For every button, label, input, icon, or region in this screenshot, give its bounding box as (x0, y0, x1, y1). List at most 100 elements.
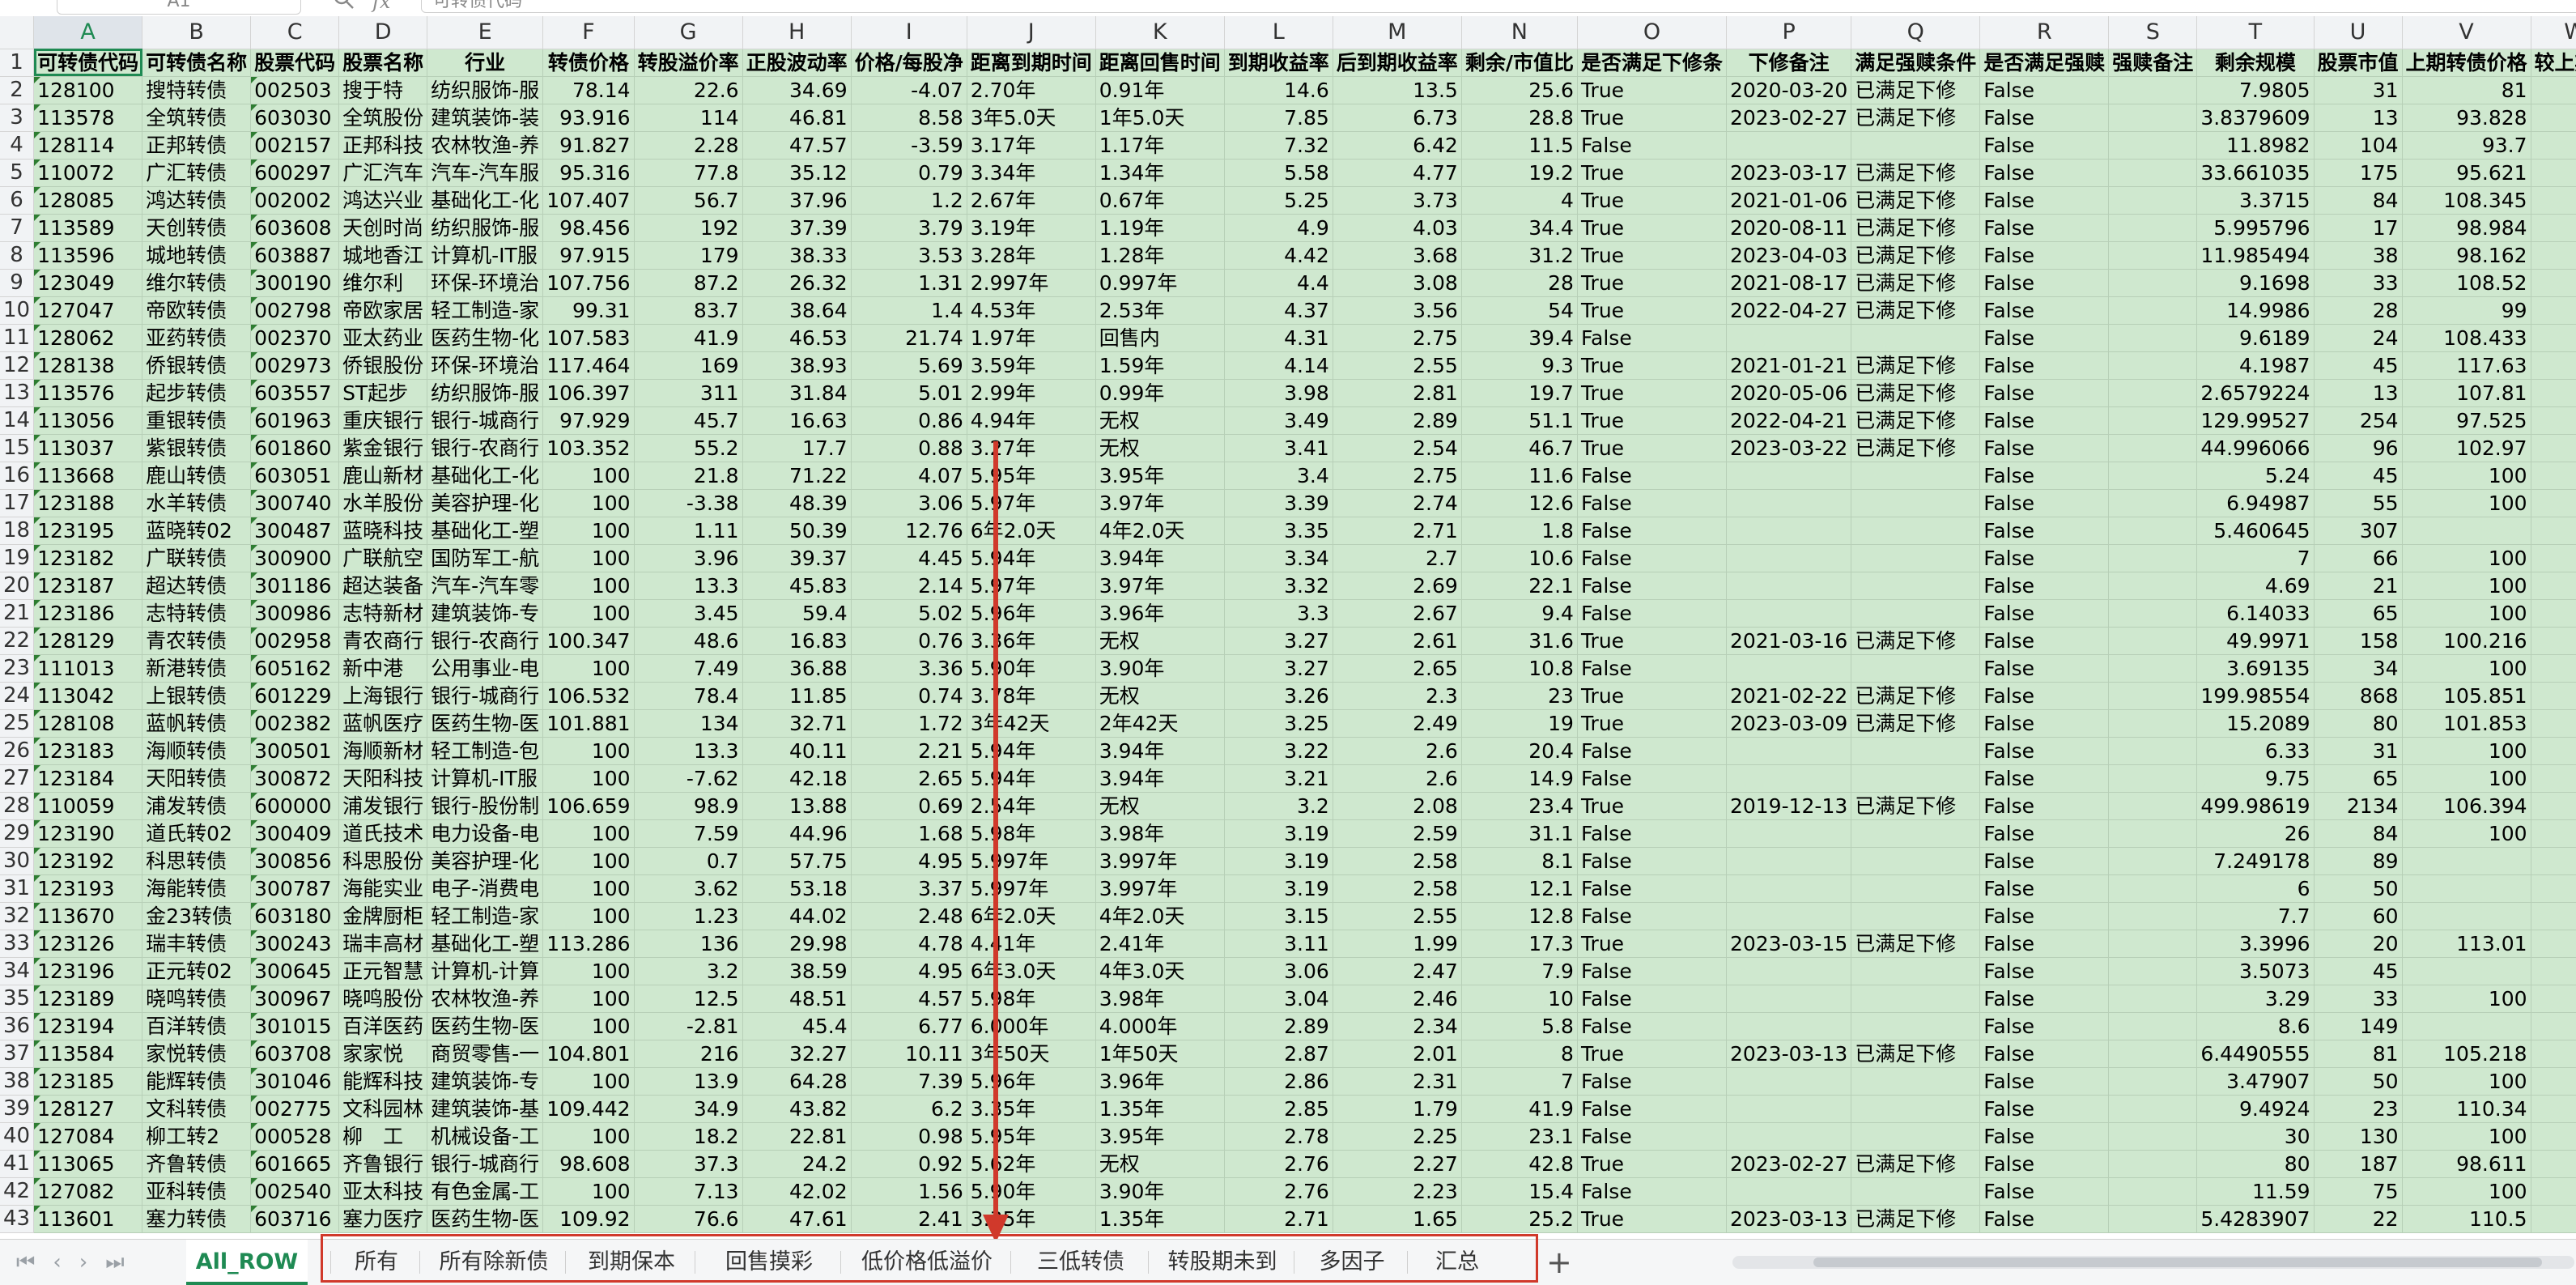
data-cell[interactable]: 002382 (250, 709, 340, 738)
header-cell[interactable]: 剩余规模 (2196, 49, 2315, 77)
data-cell[interactable]: 0.79 (851, 159, 967, 187)
data-cell[interactable]: 农林牧渔-养 (427, 131, 544, 160)
data-cell[interactable]: 3.34 (1224, 544, 1333, 572)
row-header[interactable]: 19 (0, 544, 35, 572)
sheet-tab[interactable]: 回售摸彩 (725, 1249, 813, 1274)
row-header[interactable]: 15 (0, 434, 35, 462)
row-header[interactable]: 21 (0, 599, 35, 628)
row-header[interactable]: 37 (0, 1040, 35, 1068)
data-cell[interactable]: 17.3 (1461, 930, 1578, 958)
data-cell[interactable]: 603708 (250, 1040, 340, 1068)
data-cell[interactable]: 基础化工-塑 (427, 517, 544, 545)
header-cell[interactable]: 股票代码 (250, 49, 340, 77)
data-cell[interactable]: 文科园林 (338, 1095, 428, 1123)
data-cell[interactable]: 31.2 (1461, 241, 1578, 270)
data-cell[interactable]: 603051 (250, 462, 340, 490)
column-header[interactable]: G (634, 16, 743, 49)
data-cell[interactable]: 5.98年 (967, 819, 1096, 848)
data-cell[interactable]: 95.316 (542, 159, 635, 187)
data-cell[interactable]: True (1577, 406, 1727, 435)
data-cell[interactable]: 97.915 (542, 241, 635, 270)
data-cell[interactable]: 10 (1461, 985, 1578, 1013)
data-cell[interactable]: 100 (542, 874, 635, 903)
data-cell[interactable]: True (1577, 104, 1727, 132)
data-cell[interactable]: 公用事业-电 (427, 654, 544, 683)
data-cell[interactable]: 39.4 (1461, 324, 1578, 352)
data-cell[interactable]: 9.4 (1461, 599, 1578, 628)
data-cell[interactable]: 3.4 (1224, 462, 1333, 490)
data-cell[interactable]: 113589 (33, 214, 143, 242)
data-cell[interactable]: 0.99年 (1095, 379, 1225, 407)
data-cell[interactable]: 113037 (33, 434, 143, 462)
data-cell[interactable]: 2019-12-13 (1726, 792, 1852, 820)
data-cell[interactable]: 3.95年 (1095, 1122, 1225, 1151)
data-cell[interactable]: 1.59年 (1095, 351, 1225, 380)
data-cell[interactable]: 20 (2314, 930, 2403, 958)
data-cell[interactable]: 59.4 (742, 599, 852, 628)
data-cell[interactable] (2402, 1012, 2531, 1040)
data-cell[interactable]: 311 (634, 379, 743, 407)
data-cell[interactable]: False (1979, 764, 2110, 793)
data-cell[interactable]: True (1577, 269, 1727, 297)
data-cell[interactable]: 12.1 (1461, 874, 1578, 903)
data-cell[interactable]: 110072 (33, 159, 143, 187)
data-cell[interactable]: False (1577, 902, 1727, 930)
data-cell[interactable]: 123189 (33, 985, 143, 1013)
data-cell[interactable]: 34.4 (1461, 214, 1578, 242)
data-cell[interactable]: 2.08 (1333, 792, 1462, 820)
data-cell[interactable]: 蓝晓科技 (338, 517, 428, 545)
data-cell[interactable]: 2.21 (851, 737, 967, 765)
data-cell[interactable]: 100 (542, 517, 635, 545)
data-cell[interactable]: 83.7 (634, 296, 743, 325)
data-cell[interactable]: 33 (2314, 985, 2403, 1013)
data-cell[interactable]: False (1577, 544, 1727, 572)
row-header[interactable]: 8 (0, 241, 35, 270)
data-cell[interactable]: 3.28年 (967, 241, 1096, 270)
data-cell[interactable]: 51.1 (1461, 406, 1578, 435)
data-cell[interactable]: 科思股份 (338, 847, 428, 875)
data-cell[interactable]: 0.91年 (1095, 76, 1225, 104)
data-cell[interactable]: 2.28 (634, 131, 743, 160)
data-cell[interactable]: False (1577, 1122, 1727, 1151)
data-cell[interactable]: 13.9 (634, 1067, 743, 1096)
data-cell[interactable]: 已满足下修 (1851, 682, 1981, 710)
data-cell[interactable]: 22.1 (1461, 572, 1578, 600)
row-header[interactable]: 36 (0, 1012, 35, 1040)
data-cell[interactable]: 43.82 (742, 1095, 852, 1123)
data-cell[interactable]: 上银转债 (142, 682, 252, 710)
data-cell[interactable]: 002503 (250, 76, 340, 104)
data-cell[interactable]: False (1979, 737, 2110, 765)
data-cell[interactable] (2108, 462, 2198, 490)
data-cell[interactable]: 2.89 (1224, 1012, 1333, 1040)
data-cell[interactable]: 3.35 (1224, 517, 1333, 545)
data-cell[interactable]: 3.35年 (967, 1095, 1096, 1123)
data-cell[interactable]: False (1979, 462, 2110, 490)
data-cell[interactable]: True (1577, 76, 1727, 104)
data-cell[interactable] (1851, 544, 1981, 572)
data-cell[interactable]: 106.532 (542, 682, 635, 710)
data-cell[interactable]: False (1979, 104, 2110, 132)
data-cell[interactable]: 回售内 (1095, 324, 1225, 352)
data-cell[interactable]: 26 (2196, 819, 2315, 848)
data-cell[interactable] (2402, 957, 2531, 985)
data-cell[interactable]: True (1577, 709, 1727, 738)
data-cell[interactable]: 21 (2314, 572, 2403, 600)
data-cell[interactable]: 4年2.0天 (1095, 517, 1225, 545)
data-cell[interactable]: 维尔转债 (142, 269, 252, 297)
data-cell[interactable]: 123194 (33, 1012, 143, 1040)
row-header[interactable]: 24 (0, 682, 35, 710)
data-cell[interactable]: 2.70年 (967, 76, 1096, 104)
data-cell[interactable]: False (1979, 214, 2110, 242)
data-cell[interactable] (1851, 1012, 1981, 1040)
data-cell[interactable]: 广汇汽车 (338, 159, 428, 187)
data-cell[interactable]: 100 (2402, 599, 2531, 628)
data-cell[interactable]: 76.6 (634, 1205, 743, 1233)
data-cell[interactable] (2108, 654, 2198, 683)
data-cell[interactable] (1726, 737, 1852, 765)
column-header[interactable]: W (2531, 16, 2576, 49)
data-cell[interactable]: 47.61 (742, 1205, 852, 1233)
data-cell[interactable]: 4.42 (1224, 241, 1333, 270)
row-header[interactable]: 10 (0, 296, 35, 325)
data-cell[interactable]: False (1979, 627, 2110, 655)
data-cell[interactable]: 113578 (33, 104, 143, 132)
